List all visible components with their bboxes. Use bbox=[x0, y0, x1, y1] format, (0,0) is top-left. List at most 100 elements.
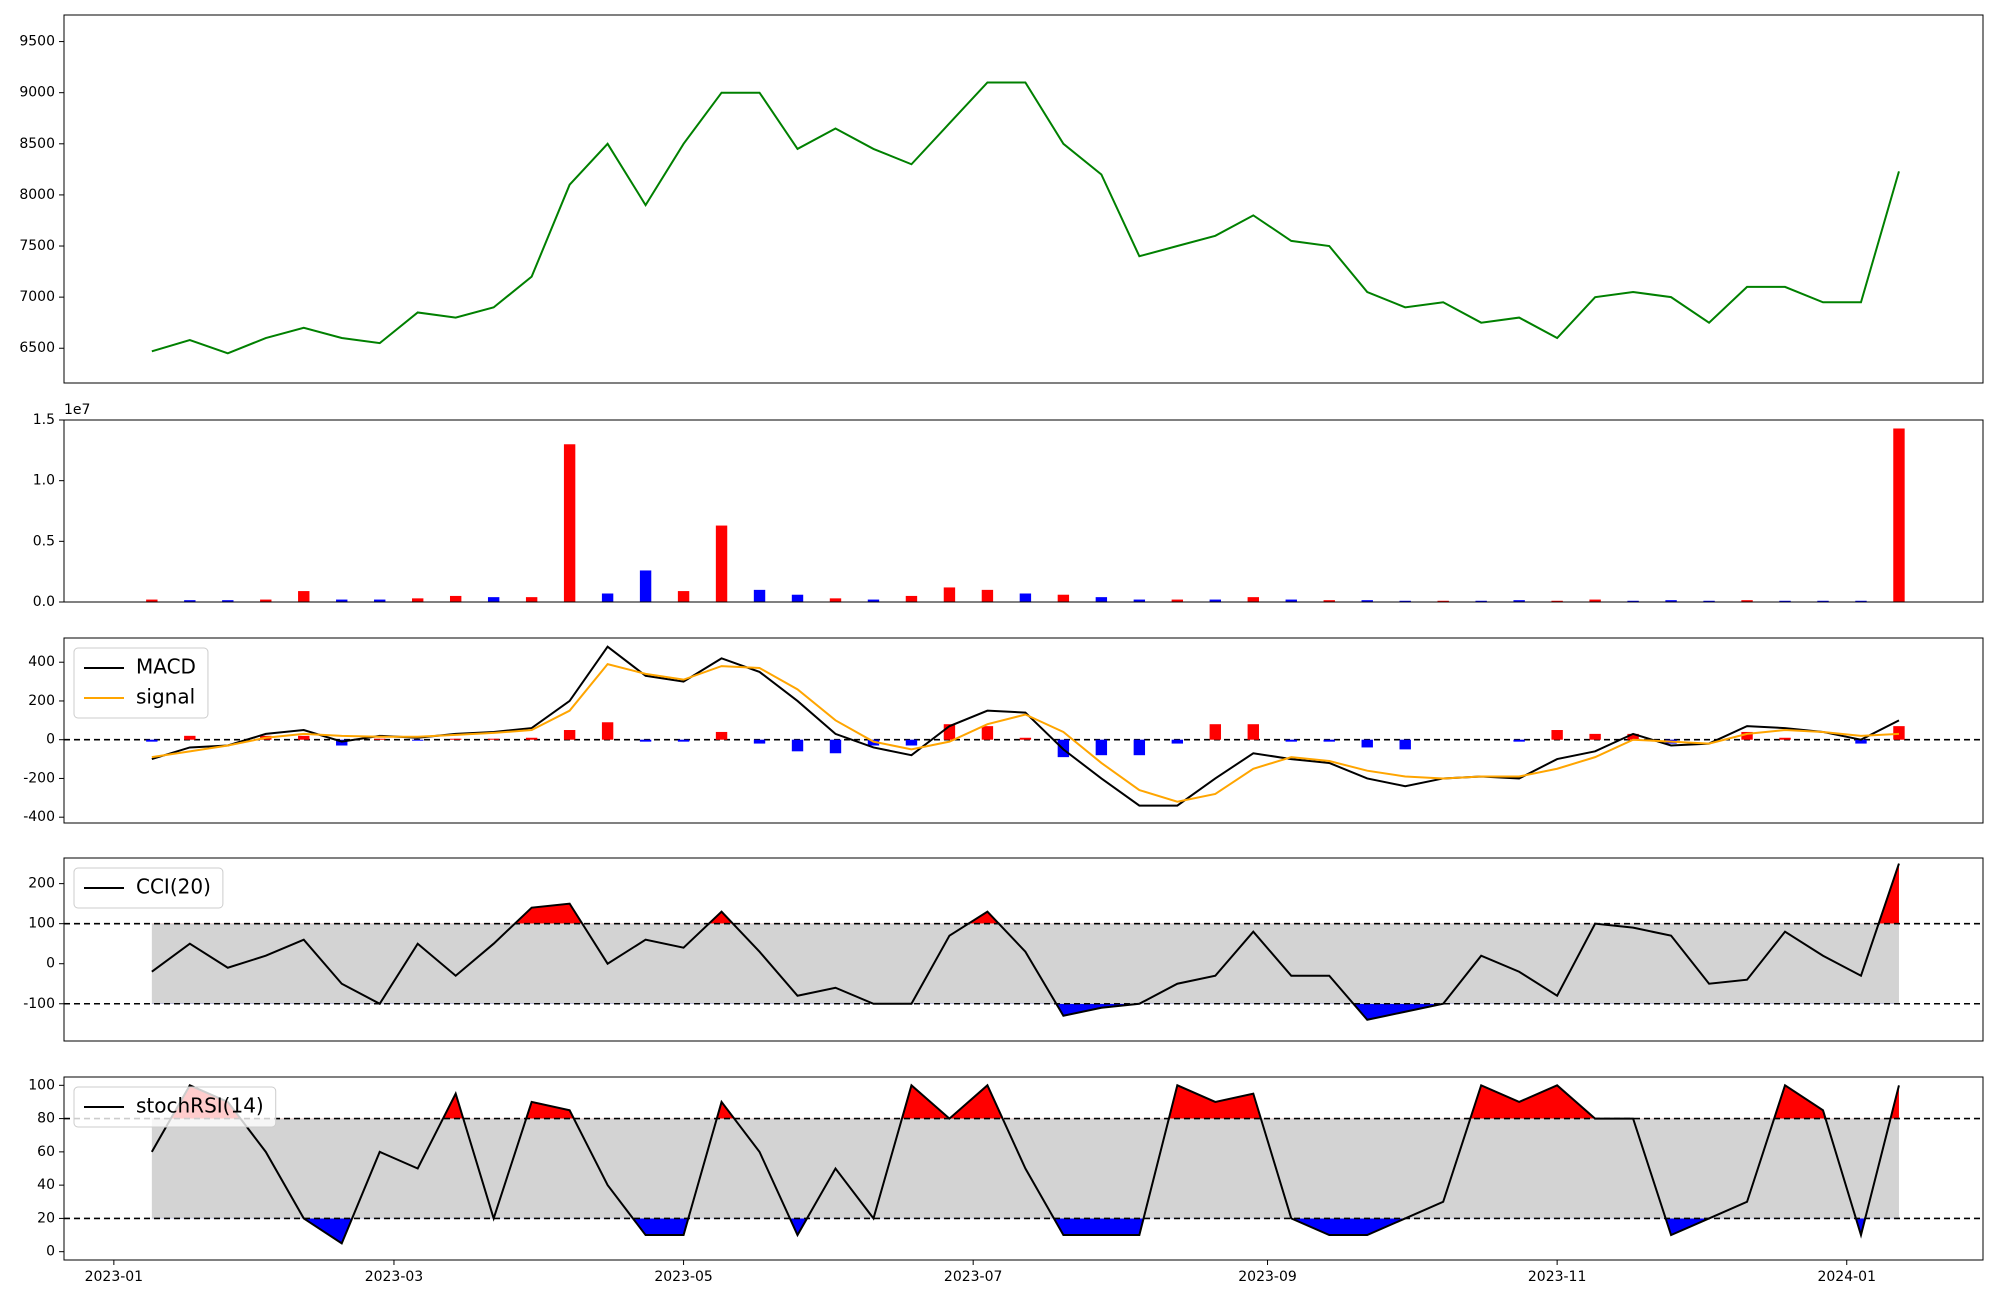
histogram-bar bbox=[601, 722, 614, 740]
y-tick-label: 400 bbox=[28, 654, 55, 670]
axes-frame bbox=[63, 14, 1984, 384]
histogram-bar bbox=[1133, 739, 1146, 756]
series-line bbox=[151, 81, 1900, 355]
volume-bar bbox=[677, 591, 690, 602]
volume-bar bbox=[336, 599, 348, 602]
histogram-bar bbox=[943, 724, 956, 740]
volume-bar bbox=[1741, 600, 1753, 602]
volume-bar bbox=[184, 600, 196, 602]
y-tick-label: 100 bbox=[28, 916, 55, 932]
y-tick-label: 80 bbox=[37, 1111, 55, 1127]
histogram-bar bbox=[1741, 731, 1753, 740]
histogram-bar bbox=[753, 739, 766, 744]
y-tick-label: 9000 bbox=[19, 85, 55, 101]
y-tick-label: 8500 bbox=[19, 136, 55, 152]
volume-bar bbox=[525, 597, 538, 602]
legend-box bbox=[73, 647, 209, 719]
volume-bar bbox=[487, 597, 500, 602]
histogram-bar bbox=[184, 735, 196, 740]
x-tick-label: 2023-07 bbox=[944, 1269, 1003, 1285]
y-tick-label: 20 bbox=[37, 1210, 55, 1226]
volume-bar bbox=[563, 444, 576, 602]
volume-bar bbox=[222, 600, 234, 602]
volume-bar bbox=[1399, 600, 1411, 602]
axes-frame bbox=[63, 419, 1984, 603]
y-tick-label: 1.0 bbox=[33, 473, 55, 489]
volume-bar bbox=[1475, 600, 1487, 602]
volume-bar bbox=[1817, 600, 1829, 602]
volume-bar bbox=[146, 599, 158, 602]
histogram-bar bbox=[1855, 739, 1867, 744]
y-tick-label: 100 bbox=[28, 1077, 55, 1093]
x-tick-label: 2023-05 bbox=[654, 1269, 713, 1285]
histogram-bar bbox=[146, 739, 158, 742]
y-tick-label: 0 bbox=[46, 732, 55, 748]
histogram-bar bbox=[1247, 724, 1259, 740]
histogram-bar bbox=[1779, 737, 1791, 740]
volume-bar bbox=[1893, 428, 1905, 602]
histogram-bar bbox=[1551, 730, 1563, 740]
volume-bar bbox=[601, 593, 614, 602]
histogram-bar bbox=[981, 726, 994, 740]
series-line bbox=[151, 863, 1900, 1021]
volume-bar bbox=[1133, 599, 1146, 602]
volume-bar bbox=[412, 598, 424, 602]
volume-bar bbox=[1665, 600, 1677, 602]
histogram-bar bbox=[1095, 739, 1108, 756]
oversold-fill bbox=[151, 1218, 1899, 1244]
volume-bar bbox=[1513, 600, 1525, 602]
axes-frame bbox=[63, 637, 1984, 824]
histogram-bar bbox=[1589, 733, 1601, 740]
histogram-bar bbox=[563, 730, 576, 740]
volume-bar bbox=[298, 591, 310, 602]
overbought-fill bbox=[151, 1085, 1899, 1119]
y-tick-label: 7500 bbox=[19, 238, 55, 254]
y-tick-label: 8000 bbox=[19, 187, 55, 203]
axes-frame bbox=[63, 1076, 1984, 1261]
y-tick-label: 6500 bbox=[19, 340, 55, 356]
volume-bar bbox=[1361, 600, 1373, 602]
histogram-bar bbox=[677, 739, 690, 742]
x-tick-label: 2023-09 bbox=[1238, 1269, 1297, 1285]
y-tick-label: 60 bbox=[37, 1144, 55, 1160]
x-tick-label: 2023-03 bbox=[365, 1269, 424, 1285]
volume-bar bbox=[867, 599, 880, 602]
volume-bar bbox=[1019, 593, 1032, 602]
histogram-bar bbox=[298, 735, 310, 740]
volume-bar bbox=[1551, 600, 1563, 602]
legend-label: CCI(20) bbox=[136, 875, 211, 899]
y-tick-label: 0 bbox=[46, 1244, 55, 1260]
histogram-bar bbox=[487, 738, 500, 740]
histogram-bar bbox=[1019, 737, 1032, 740]
y-tick-label: -400 bbox=[23, 809, 55, 825]
legend-box bbox=[73, 867, 224, 909]
volume-bar bbox=[1247, 597, 1259, 602]
y-tick-label: 7000 bbox=[19, 289, 55, 305]
volume-bar bbox=[639, 570, 652, 602]
volume-bar bbox=[374, 599, 386, 602]
axis-offset-label: 1e7 bbox=[64, 402, 90, 418]
histogram-bar bbox=[1361, 739, 1373, 748]
histogram-bar bbox=[1323, 739, 1335, 742]
histogram-bar bbox=[715, 731, 728, 740]
histogram-bar bbox=[374, 738, 386, 740]
series-line bbox=[150, 1083, 1900, 1245]
y-tick-label: 200 bbox=[28, 876, 55, 892]
volume-bar bbox=[1779, 600, 1791, 602]
volume-bar bbox=[981, 589, 994, 602]
volume-bar bbox=[1095, 597, 1108, 602]
y-tick-label: 9500 bbox=[19, 34, 55, 50]
legend-label: MACD bbox=[136, 655, 196, 679]
legend-label: signal bbox=[136, 685, 195, 709]
y-tick-label: 0.5 bbox=[33, 533, 55, 549]
histogram-bar bbox=[412, 739, 424, 741]
volume-bar bbox=[1437, 600, 1449, 602]
y-tick-label: 0 bbox=[46, 956, 55, 972]
y-tick-label: 0.0 bbox=[33, 594, 55, 610]
legend: MACD signal bbox=[73, 647, 209, 719]
volume-bar bbox=[1209, 599, 1222, 602]
volume-bar bbox=[1855, 600, 1867, 602]
legend-label: stochRSI(14) bbox=[136, 1094, 264, 1118]
histogram-bar bbox=[1399, 739, 1411, 750]
